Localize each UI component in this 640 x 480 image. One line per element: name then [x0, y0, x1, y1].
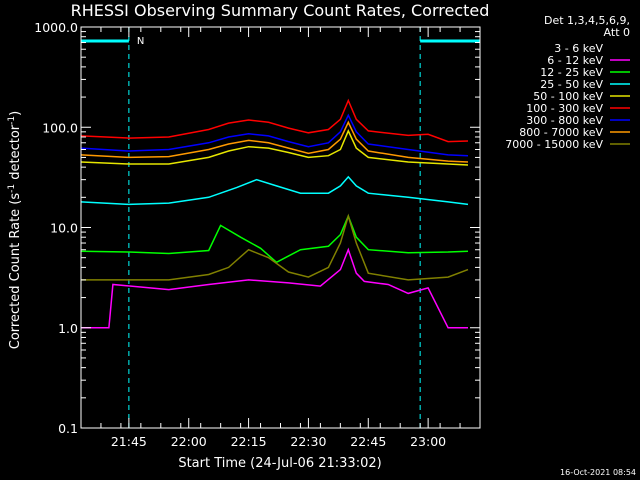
- plot-area: N: [80, 27, 481, 428]
- x-tick-label: 23:00: [410, 434, 446, 449]
- legend-label-25to50keV: 25 - 50 keV: [540, 78, 603, 91]
- y-axis-label-main: Corrected Count Rate (s: [8, 193, 23, 350]
- y-tick-label: 100.0: [42, 120, 78, 135]
- y-axis-label-close: ): [8, 111, 23, 116]
- series-6to12keV: [81, 247, 468, 329]
- y-tick-label: 0.1: [58, 421, 78, 436]
- x-tick-label: 22:30: [290, 434, 326, 449]
- legend-label-50to100keV: 50 - 100 keV: [533, 90, 603, 103]
- legend-label-6to12keV: 6 - 12 keV: [547, 54, 603, 67]
- series-100to300keV: [80, 98, 469, 143]
- legend-label-12to25keV: 12 - 25 keV: [540, 66, 603, 79]
- x-tick-label: 22:00: [171, 434, 207, 449]
- x-axis-label: Start Time (24-Jul-06 21:33:02): [178, 456, 381, 471]
- legend-label-300to800keV: 300 - 800 keV: [526, 114, 603, 127]
- legend-label-7000to15000keV: 7000 - 15000 keV: [505, 138, 603, 151]
- series-25to50keV: [80, 175, 469, 206]
- series-7000to15000keV: [81, 213, 469, 281]
- chart-title: RHESSI Observing Summary Count Rates, Co…: [71, 1, 490, 20]
- y-axis-label: Corrected Count Rate (s-1 detector-1): [7, 111, 23, 349]
- legend-label-3to6keV: 3 - 6 keV: [554, 42, 603, 55]
- x-tick-label: 22:45: [350, 434, 386, 449]
- series-50to100keV: [80, 129, 469, 166]
- y-tick-label: 10.0: [50, 221, 78, 236]
- legend-label-100to300keV: 100 - 300 keV: [526, 102, 603, 115]
- x-tick-label: 21:45: [111, 434, 147, 449]
- night-marker-label: N: [137, 36, 144, 47]
- timestamp: 16-Oct-2021 08:54: [560, 468, 636, 477]
- series-800to7000keV: [80, 120, 469, 163]
- legend-header-line-2: Att 0: [604, 26, 630, 39]
- y-axis-label-sup: -1: [7, 184, 17, 193]
- series-3to6keV: [220, 281, 409, 342]
- y-axis-label-tail-sup: -1: [7, 116, 17, 125]
- y-tick-label: 1.0: [58, 321, 78, 336]
- legend-header-line-1: Det 1,3,4,5,6,9,: [544, 14, 630, 27]
- x-tick-label: 22:15: [231, 434, 267, 449]
- series-300to800keV: [80, 113, 469, 157]
- y-tick-label: 1000.0: [34, 20, 78, 35]
- legend-label-800to7000keV: 800 - 7000 keV: [519, 126, 603, 139]
- y-axis-label-tail: detector: [8, 124, 23, 184]
- series-12to25keV: [80, 214, 469, 264]
- axes: 0.1 1.0 10.0 100.0 1000.0 21:45 22:00 22:15 22:3…: [34, 20, 481, 449]
